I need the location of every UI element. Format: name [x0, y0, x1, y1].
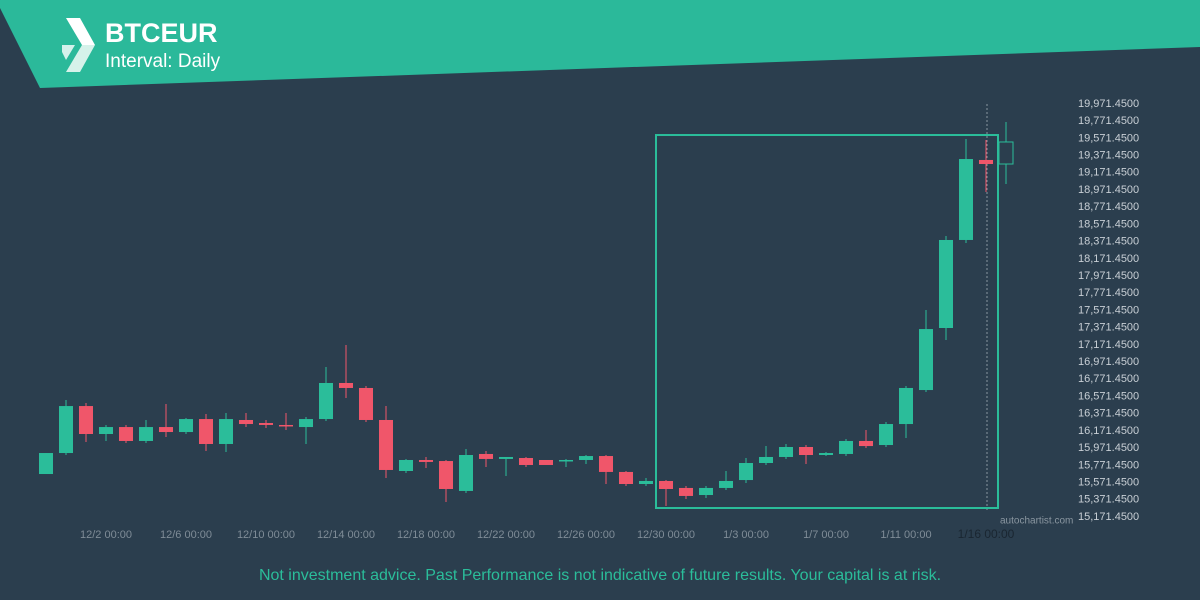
- x-tick-label: 1/11 00:00: [880, 529, 931, 541]
- candle-body: [119, 427, 133, 441]
- disclaimer: Not investment advice. Past Performance …: [259, 567, 941, 584]
- candle-body: [819, 453, 833, 456]
- y-tick-label: 17,571.4500: [1078, 304, 1139, 316]
- candle-body: [459, 455, 473, 491]
- y-tick-label: 19,971.4500: [1078, 98, 1139, 110]
- y-tick-label: 16,971.4500: [1078, 356, 1139, 368]
- y-tick-label: 19,171.4500: [1078, 167, 1139, 179]
- x-tick-label: 12/2 00:00: [80, 529, 132, 541]
- candle-body: [559, 459, 573, 462]
- candle-body: [39, 453, 53, 475]
- candle-body: [599, 456, 613, 472]
- candle-body: [199, 419, 213, 444]
- candle-body: [699, 487, 713, 496]
- candle-body: [499, 456, 513, 459]
- title: BTCEUR: [105, 18, 218, 48]
- y-tick-label: 17,171.4500: [1078, 339, 1139, 351]
- candle-body: [399, 459, 413, 472]
- candle-body: [179, 419, 193, 433]
- y-tick-label: 16,371.4500: [1078, 408, 1139, 420]
- y-tick-label: 18,371.4500: [1078, 236, 1139, 248]
- candle-body: [779, 447, 793, 457]
- candle-body: [539, 459, 553, 465]
- x-tick-label: 12/30 00:00: [637, 529, 695, 541]
- y-tick-label: 15,171.4500: [1078, 511, 1139, 523]
- candle-body: [979, 159, 993, 165]
- candle-body: [159, 427, 173, 433]
- candle-body: [799, 447, 813, 456]
- candle-body: [419, 459, 433, 462]
- x-tick-label: 12/26 00:00: [557, 529, 615, 541]
- x-tick-label: 12/14 00:00: [317, 529, 375, 541]
- candle-body: [99, 427, 113, 435]
- y-tick-label: 17,971.4500: [1078, 270, 1139, 282]
- candle-body: [619, 471, 633, 484]
- subtitle: Interval: Daily: [105, 51, 221, 72]
- candle-body: [759, 456, 773, 464]
- candle-body: [279, 424, 293, 427]
- candle-body: [879, 424, 893, 446]
- candle-body: [719, 480, 733, 488]
- candle-body: [519, 458, 533, 465]
- y-tick-label: 18,971.4500: [1078, 184, 1139, 196]
- y-tick-label: 19,771.4500: [1078, 115, 1139, 127]
- candle-body: [919, 329, 933, 391]
- x-tick-label: 12/6 00:00: [160, 529, 212, 541]
- y-tick-label: 16,571.4500: [1078, 390, 1139, 402]
- pattern-box: [655, 134, 999, 510]
- y-tick-label: 15,571.4500: [1078, 476, 1139, 488]
- x-tick-label: 1/3 00:00: [723, 529, 769, 541]
- y-tick-label: 15,971.4500: [1078, 442, 1139, 454]
- candle-body: [959, 159, 973, 240]
- x-tick-label: 12/10 00:00: [237, 529, 295, 541]
- y-tick-label: 16,171.4500: [1078, 425, 1139, 437]
- x-tick-label: 1/16 00:00: [958, 527, 1015, 541]
- candle-body: [439, 461, 453, 489]
- y-tick-label: 19,371.4500: [1078, 150, 1139, 162]
- y-tick-label: 18,571.4500: [1078, 218, 1139, 230]
- x-tick-label: 12/18 00:00: [397, 529, 455, 541]
- x-tick-label: 12/22 00:00: [477, 529, 535, 541]
- logo-part: [66, 45, 95, 72]
- candle-body: [839, 440, 853, 454]
- candle-body: [899, 387, 913, 425]
- candle-body: [239, 419, 253, 425]
- y-tick-label: 17,771.4500: [1078, 287, 1139, 299]
- candle-body: [299, 419, 313, 428]
- y-tick-label: 15,371.4500: [1078, 494, 1139, 506]
- candle-body: [139, 427, 153, 441]
- candle-body: [998, 141, 1014, 165]
- candle-body: [219, 419, 233, 444]
- candle-body: [59, 406, 73, 454]
- candle-body: [739, 463, 753, 481]
- candle-body: [579, 456, 593, 460]
- candle-body: [319, 382, 333, 420]
- candle-body: [379, 419, 393, 470]
- candle-body: [359, 387, 373, 420]
- x-tick-label: 1/7 00:00: [803, 529, 849, 541]
- logo-part: [66, 18, 95, 45]
- y-tick-label: 19,571.4500: [1078, 132, 1139, 144]
- candle-body: [859, 440, 873, 447]
- candle-body: [259, 422, 273, 425]
- y-tick-label: 18,171.4500: [1078, 253, 1139, 265]
- y-tick-label: 17,371.4500: [1078, 322, 1139, 334]
- candle-body: [479, 453, 493, 459]
- y-tick-label: 18,771.4500: [1078, 201, 1139, 213]
- candle-body: [79, 406, 93, 435]
- y-tick-label: 15,771.4500: [1078, 459, 1139, 471]
- candle-body: [659, 480, 673, 489]
- logo-part: [62, 45, 75, 60]
- candle-body: [939, 239, 953, 329]
- y-tick-label: 16,771.4500: [1078, 373, 1139, 385]
- watermark: autochartist.com: [1000, 516, 1073, 527]
- candle-body: [679, 487, 693, 496]
- candle-body: [639, 480, 653, 484]
- candle-body: [339, 382, 353, 388]
- logo: [62, 18, 95, 72]
- header-banner: [0, 0, 1200, 88]
